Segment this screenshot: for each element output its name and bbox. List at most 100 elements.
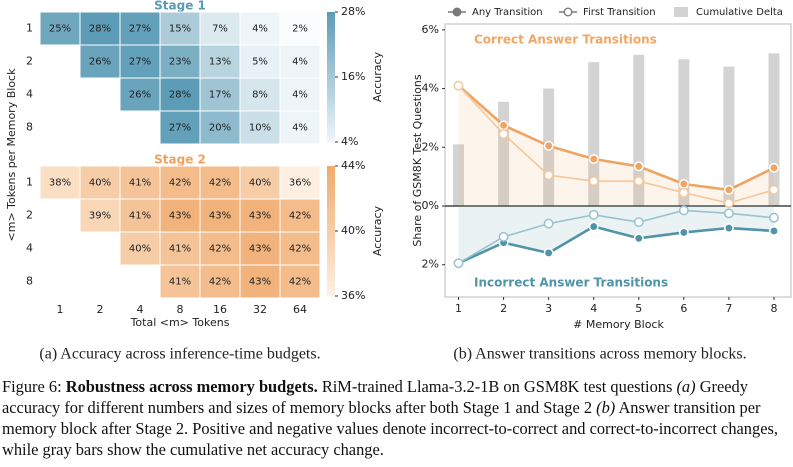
colorbar-tick-label: 44% [341,159,365,172]
cell-label: 41% [169,277,191,288]
cell-label: 28% [169,90,191,101]
y-tick-label: 4% [422,82,439,95]
bar [723,66,735,206]
figure: (a) Accuracy across inference-time budge… [5,0,792,363]
point [769,212,779,223]
bar [453,144,465,206]
point [498,231,509,242]
caption-text: Answer transition per memory block after… [2,398,778,459]
heatmap-cell [159,110,201,145]
legend-label: First Transition [583,7,656,18]
subcaption: (a) Accuracy across inference-time budge… [39,346,320,363]
cell-label: 17% [209,90,231,101]
x-tick-label: 4 [137,303,144,316]
colorbar [327,12,335,142]
x-tick-label: 1 [455,302,462,315]
heatmap-cell [239,44,281,79]
heatmap-cell [199,231,241,266]
cell-label: 15% [169,24,191,35]
y-tick-label: 8 [26,275,33,288]
point [453,80,464,91]
point [588,209,599,220]
cell-label: 5% [252,57,268,68]
heatmap-cell [199,77,241,112]
x-tick-label: 2 [97,303,104,316]
legend-label: Cumulative Delta [696,7,783,18]
cell-label: 4% [292,57,308,68]
cell-label: 27% [129,24,151,35]
heatmap-cell [39,11,81,46]
heatmap-title: Stage 1 [154,0,206,13]
bar [678,59,690,207]
point [678,179,689,189]
point [633,217,644,228]
bar [588,62,600,207]
heatmap-cell [119,77,161,112]
bar [633,54,645,206]
colorbar-tick-label: 36% [341,289,365,302]
x-tick-label: 1 [57,303,64,316]
cell-label: 40% [129,244,151,255]
line [457,225,775,265]
cell-label: 7% [212,24,228,35]
figure-caption: Figure 6: Robustness across memory budge… [2,376,792,460]
colorbar [327,166,335,296]
cell-label: 23% [169,57,191,68]
point [723,184,734,195]
heatmap-cell [119,198,161,233]
cell-label: 42% [209,178,231,189]
y-tick-label: 1 [26,176,33,189]
cell-label: 2% [292,24,308,35]
x-axis-label: # Memory Block [573,318,664,331]
cell-label: 43% [209,211,231,222]
cell-label: 4% [292,123,308,134]
caption-text: Greedy accuracy for different numbers an… [2,377,748,417]
point [769,184,779,195]
cell-label: 8% [252,90,268,101]
colorbar-tick-label: 4% [341,135,358,148]
heatmap-cell [199,110,241,145]
legend-marker [452,7,462,17]
x-tick-label: 3 [545,302,552,315]
cell-label: 39% [89,211,111,222]
bar [498,101,510,206]
point [723,198,734,209]
cell-label: 20% [209,123,231,134]
heatmap-cell [239,264,281,299]
point [633,161,644,172]
cell-label: 27% [129,57,151,68]
y-tick-label: 2 [26,55,33,68]
cell-label: 42% [289,211,311,222]
x-tick-label: 7 [725,302,732,315]
heatmap-cell [279,77,321,112]
y-axis-label: Share of GSM8K Test Questions [411,74,424,246]
y-tick-label: 4 [26,88,33,101]
heatmap-cell [159,264,201,299]
colorbar-label: Accuracy [371,51,384,102]
cell-label: 43% [249,277,271,288]
point [678,227,689,238]
x-tick-label: 5 [635,302,642,315]
subcaption: (b) Answer transitions across memory blo… [453,346,746,363]
y-axis-label: <m> Tokens per Memory Block [5,68,18,242]
point [769,162,779,173]
cell-label: 25% [49,24,71,35]
x-tick-label: 8 [770,302,777,315]
y-tick-label: 2% [422,258,439,271]
cell-label: 27% [169,123,191,134]
point [498,120,509,131]
cell-label: 4% [252,24,268,35]
cell-label: 40% [89,178,111,189]
heatmap-cell [239,11,281,46]
cell-label: 28% [89,24,111,35]
cell-label: 26% [129,90,151,101]
legend-marker [563,7,573,17]
caption-label: (a) [676,377,696,396]
x-tick-label: 64 [293,303,307,316]
heatmap-cell [239,231,281,266]
bar [768,53,780,206]
point [723,208,734,219]
legend-swatch [674,7,688,17]
cell-label: 42% [209,277,231,288]
